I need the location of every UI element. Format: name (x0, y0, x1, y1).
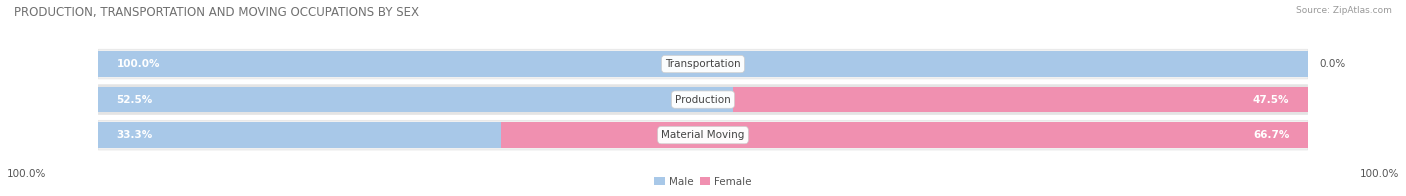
Bar (98, 51, 1308, 77)
Text: Material Moving: Material Moving (661, 130, 745, 140)
Bar (501, 122, 1308, 148)
Bar (98, 122, 501, 148)
FancyBboxPatch shape (98, 49, 1308, 79)
Bar (734, 87, 1308, 112)
FancyBboxPatch shape (98, 85, 1308, 114)
Text: 100.0%: 100.0% (1360, 169, 1399, 180)
Text: 66.7%: 66.7% (1253, 130, 1289, 140)
Text: 47.5%: 47.5% (1253, 95, 1289, 105)
Text: PRODUCTION, TRANSPORTATION AND MOVING OCCUPATIONS BY SEX: PRODUCTION, TRANSPORTATION AND MOVING OC… (14, 6, 419, 19)
FancyBboxPatch shape (98, 120, 1308, 150)
Text: 52.5%: 52.5% (117, 95, 153, 105)
Text: Source: ZipAtlas.com: Source: ZipAtlas.com (1296, 6, 1392, 15)
Text: 33.3%: 33.3% (117, 130, 153, 140)
Bar (98, 87, 734, 112)
Text: 100.0%: 100.0% (7, 169, 46, 180)
Text: 0.0%: 0.0% (1320, 59, 1346, 69)
Text: 100.0%: 100.0% (117, 59, 160, 69)
Legend: Male, Female: Male, Female (650, 172, 756, 191)
Text: Production: Production (675, 95, 731, 105)
Text: Transportation: Transportation (665, 59, 741, 69)
